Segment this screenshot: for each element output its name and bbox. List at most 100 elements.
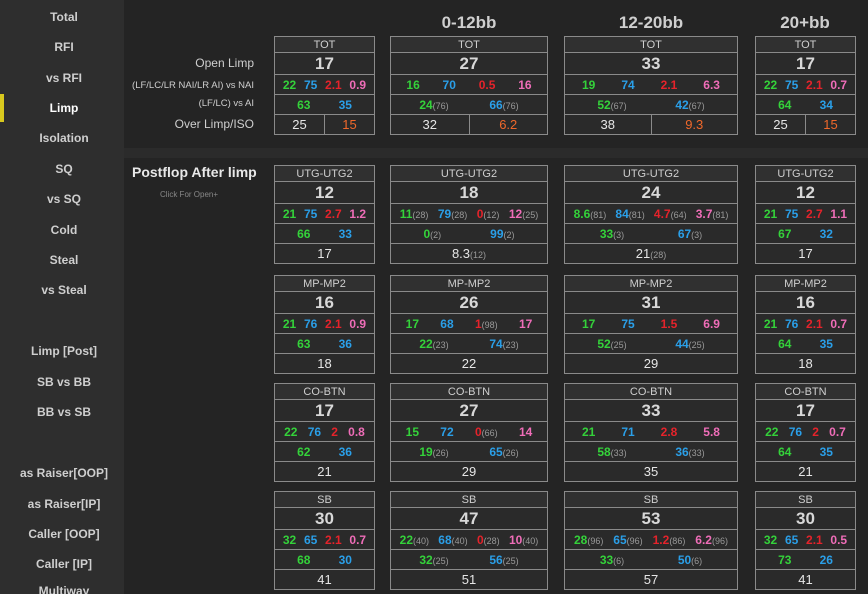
stat-b-value: 75 [621,316,635,331]
sidebar-item-rfi[interactable]: RFI [54,40,74,54]
bottom-stat-value: 51 [461,572,477,587]
stat-r-value: 2 [812,424,819,439]
sidebar-item-sb-vs-bb[interactable]: SB vs BB [36,375,92,389]
stat-g-value: 22 [763,77,778,92]
overlimp-value: 25 [275,115,325,134]
pf-box-mp-mp2-3[interactable]: MP-MP2 16 21 76 2.1 0.7 64 35 18 [755,275,856,374]
stat-b-value: 70 [442,77,456,92]
sidebar-item-steal[interactable]: Steal [49,253,79,267]
stat-r-value: 2.1 [325,532,342,547]
stat-g-value: 52 [597,97,611,112]
stat-g-value: 22 [765,424,779,439]
stat-g: 21 [283,207,296,221]
sidebar-item-total[interactable]: Total [50,10,78,24]
sidebar-item-vs-rfi[interactable]: vs RFI [45,71,82,85]
stat-row-two: 64 35 [756,334,855,354]
stat-b: 35 [820,445,833,459]
stat-g-value: 32 [419,552,433,567]
pf-box-sb-3[interactable]: SB 30 32 65 2.1 0.5 73 26 41 [755,491,856,590]
sidebar-item-as-raiser-ip[interactable]: as Raiser[IP] [27,497,101,511]
sidebar-item-bb-vs-sb[interactable]: BB vs SB [36,405,92,419]
pf-box-mp-mp2-2[interactable]: MP-MP2 31 17 75 1.5 6.9 52(25) 44(25) 29 [564,275,738,374]
big-stat: 24 [565,182,737,204]
sidebar-item-isolation[interactable]: Isolation [39,131,89,145]
sidebar-item-as-raiser-oop[interactable]: as Raiser[OOP] [19,466,109,480]
pf-box-co-btn-3[interactable]: CO-BTN 17 22 76 2 0.7 64 35 21 [755,383,856,482]
big-stat: 12 [756,182,855,204]
top-box-3[interactable]: TOT 17 22 75 2.1 0.7 64 34 25 15 [755,36,856,135]
stat-b: 76 [308,425,321,439]
stat-b: 75 [304,78,317,92]
sidebar-item-limp-post[interactable]: Limp [Post] [31,344,97,358]
sidebar-item-caller-oop[interactable]: Caller [OOP] [28,527,100,541]
sidebar-item-sq[interactable]: SQ [55,162,73,176]
stat-b-value: 75 [303,77,318,92]
sidebar-item-caller-ip[interactable]: Caller [IP] [35,557,92,571]
stat-g-value: 32 [763,532,778,547]
sidebar-item-multiway[interactable]: Multiway [38,584,90,594]
nai-label: (LF/LC/LR NAI/LR AI) vs NAI [132,80,254,91]
stat-b: 68(40) [438,533,467,547]
pf-box-sb-0[interactable]: SB 30 32 65 2.1 0.7 68 30 41 [274,491,375,590]
pf-box-co-btn-0[interactable]: CO-BTN 17 22 76 2 0.8 62 36 21 [274,383,375,482]
stat-b-value: 35 [819,444,833,459]
stat-r-value: 0 [476,532,484,547]
stat-r-value: 4.7 [653,206,671,221]
pf-box-co-btn-1[interactable]: CO-BTN 27 15 72 0(66) 14 19(26) 65(26) 29 [390,383,548,482]
sidebar-item-vs-sq[interactable]: vs SQ [46,192,82,206]
postflop-title[interactable]: Postflop After limp [132,164,257,180]
pf-box-utg-utg2-2[interactable]: UTG-UTG2 24 8.6(81) 84(81) 4.7(64) 3.7(81) 33(… [564,165,738,264]
sidebar-item-limp[interactable]: Limp [49,101,79,115]
postflop-subtitle[interactable]: Click For Open+ [160,190,219,199]
stat-p-value: 6.3 [703,77,720,92]
sidebar-item-cold[interactable]: Cold [50,223,78,237]
stat-row-four: 8.6(81) 84(81) 4.7(64) 3.7(81) [565,204,737,224]
big-stat: 17 [275,53,374,75]
stat-b: 32 [820,227,833,241]
stat-g-sample: (33) [610,447,627,458]
stat-p-value: 0.9 [349,77,367,92]
stat-r-sample: (98) [481,319,498,330]
stat-g: 19(26) [419,445,448,459]
stat-g-sample: (25) [610,339,627,350]
stat-b-sample: (6) [691,555,703,566]
stat-r: 2.1 [325,533,342,547]
stat-b: 35 [820,337,833,351]
stat-g: 11(28) [400,207,429,221]
top-box-2[interactable]: TOT 33 19 74 2.1 6.3 52(67) 42(67) 38 9.3 [564,36,738,135]
stat-r-sample: (64) [670,209,687,220]
big-stat: 27 [391,400,547,422]
pf-box-mp-mp2-1[interactable]: MP-MP2 26 17 68 1(98) 17 22(23) 74(23) 22 [390,275,548,374]
sidebar-item-vs-steal[interactable]: vs Steal [41,283,87,297]
top-box-1[interactable]: TOT 27 16 70 0.5 16 24(76) 66(76) 32 6.2 [390,36,548,135]
stat-row-four: 21 75 2.7 1.1 [756,204,855,224]
top-box-0[interactable]: TOT 17 22 75 2.1 0.9 63 35 25 15 [274,36,375,135]
stat-g: 8.6(81) [574,207,607,221]
bottom-stat: 8.3(12) [391,244,547,263]
stat-r: 2 [331,425,338,439]
stat-r: 2.1 [325,317,342,331]
stat-p-value: 6.2 [695,532,712,547]
stat-g: 19 [582,78,595,92]
stat-b-value: 71 [621,424,635,439]
pf-box-mp-mp2-0[interactable]: MP-MP2 16 21 76 2.1 0.9 63 36 18 [274,275,375,374]
pf-box-sb-1[interactable]: SB 47 22(40) 68(40) 0(28) 10(40) 32(25) 56(25) 5… [390,491,548,590]
stat-p: 0.7 [830,317,847,331]
big-stat: 30 [275,508,374,530]
overlimp-value: 38 [565,115,652,134]
stat-b-value: 44 [675,336,689,351]
stat-r: 2.1 [325,78,342,92]
stat-b-value: 35 [819,336,833,351]
pf-box-co-btn-2[interactable]: CO-BTN 33 21 71 2.8 5.8 58(33) 36(33) 35 [564,383,738,482]
stat-row-four: 22 75 2.1 0.9 [275,75,374,95]
pf-box-utg-utg2-0[interactable]: UTG-UTG2 12 21 75 2.7 1.2 66 33 17 [274,165,375,264]
stat-r-value: 0.5 [478,77,496,92]
pf-box-utg-utg2-3[interactable]: UTG-UTG2 12 21 75 2.7 1.1 67 32 17 [755,165,856,264]
stat-g-value: 58 [597,444,611,459]
stat-g-value: 28 [573,532,588,547]
pf-box-utg-utg2-1[interactable]: UTG-UTG2 18 11(28) 79(28) 0(12) 12(25) 0(2) 99(… [390,165,548,264]
pf-box-sb-2[interactable]: SB 53 28(96) 65(96) 1.2(86) 6.2(96) 33(6) 50(6)… [564,491,738,590]
big-stat: 30 [756,508,855,530]
stat-b-value: 36 [338,444,352,459]
stat-b-value: 65 [303,532,318,547]
